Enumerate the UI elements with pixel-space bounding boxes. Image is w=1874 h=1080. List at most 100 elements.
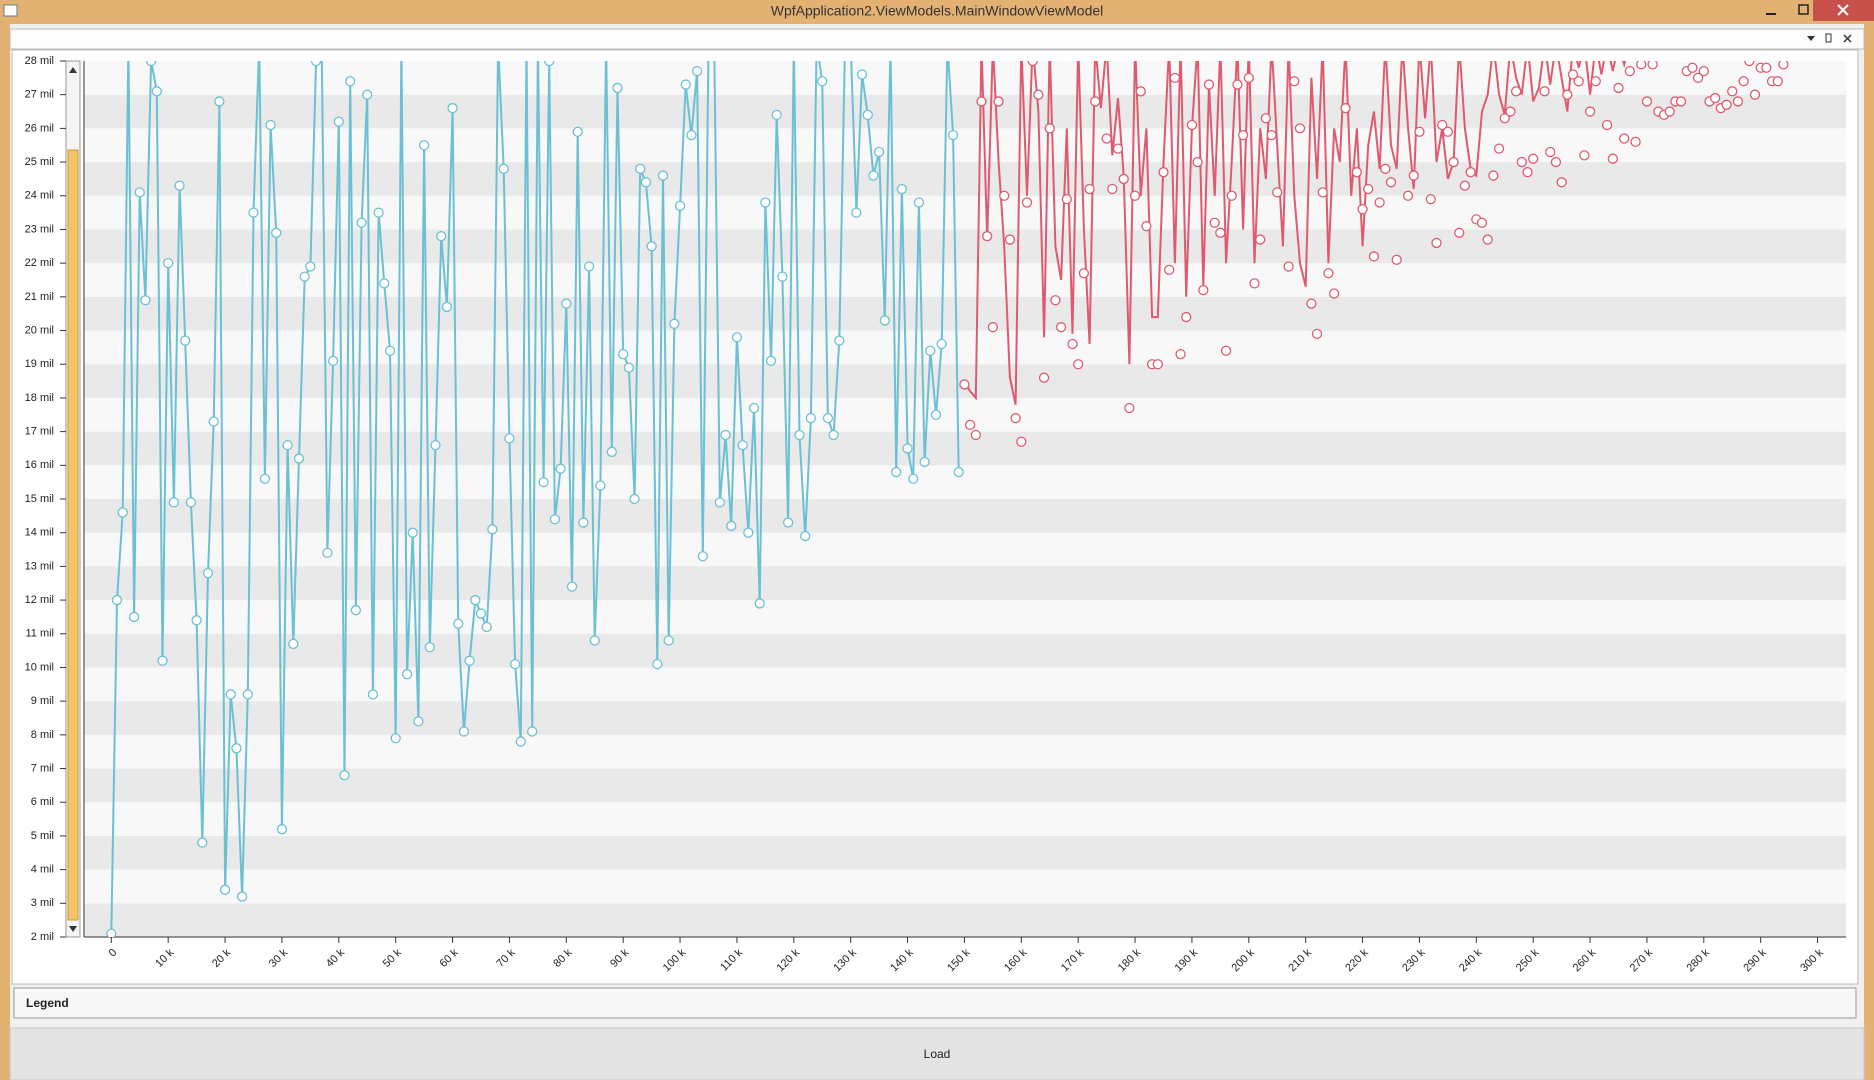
data-point — [1351, 167, 1363, 178]
data-point — [1294, 123, 1306, 134]
data-point — [851, 207, 862, 218]
data-point — [1624, 65, 1636, 77]
data-point — [1266, 129, 1277, 141]
data-point — [1727, 86, 1738, 97]
data-point — [1516, 156, 1527, 168]
data-point — [754, 598, 765, 609]
data-point — [652, 658, 663, 670]
data-point — [259, 473, 271, 484]
close-pane-icon[interactable] — [1843, 34, 1852, 43]
data-point — [248, 207, 259, 218]
right-border — [1864, 24, 1874, 1080]
data-point — [800, 530, 811, 542]
data-point — [1510, 86, 1522, 97]
data-point — [322, 547, 333, 559]
scroll-up[interactable] — [69, 67, 77, 73]
data-point — [509, 658, 521, 670]
grid-band — [84, 701, 1846, 735]
data-point — [669, 318, 680, 329]
data-point — [310, 61, 322, 67]
data-point — [572, 126, 583, 137]
data-point — [1579, 150, 1590, 161]
y-tick-label: 18 mil — [25, 392, 54, 404]
data-point — [111, 594, 123, 606]
left-border — [0, 24, 10, 1080]
data-point — [1613, 82, 1624, 94]
toolbar — [9, 28, 1865, 50]
data-point — [1175, 348, 1186, 360]
scroll-down[interactable] — [69, 926, 77, 932]
grid-band — [84, 768, 1846, 803]
data-point — [896, 183, 908, 195]
load-button[interactable] — [9, 1027, 1865, 1080]
data-point — [1488, 170, 1499, 181]
data-point — [1522, 167, 1533, 178]
data-point — [1033, 89, 1044, 100]
data-point — [1004, 234, 1016, 245]
data-point — [1687, 62, 1698, 73]
data-point — [1431, 237, 1442, 249]
series-line — [110, 61, 960, 934]
data-point — [1556, 177, 1567, 188]
data-point — [140, 295, 151, 306]
data-point — [834, 335, 845, 346]
data-point — [288, 638, 299, 650]
data-point — [1061, 193, 1072, 205]
data-point — [1220, 345, 1232, 356]
data-point — [618, 348, 629, 360]
data-point — [549, 514, 561, 525]
restore-button[interactable] — [1798, 4, 1809, 15]
data-point — [862, 109, 873, 121]
data-point — [794, 429, 805, 441]
data-point — [1437, 119, 1448, 131]
data-point — [1124, 402, 1135, 414]
data-point — [720, 429, 731, 441]
data-point — [453, 618, 464, 629]
grid-band — [84, 499, 1846, 533]
y-tick-label: 27 mil — [25, 89, 54, 101]
data-point — [1573, 76, 1584, 87]
data-point — [527, 726, 538, 737]
data-point — [441, 301, 453, 313]
y-tick-label: 4 mil — [31, 864, 54, 876]
data-point — [1647, 61, 1658, 70]
data-point — [646, 241, 657, 252]
data-point — [538, 477, 549, 488]
data-point — [817, 76, 828, 87]
data-point — [544, 61, 555, 67]
data-point — [282, 439, 293, 451]
data-point — [743, 527, 754, 538]
data-point — [481, 621, 492, 633]
data-point — [202, 567, 214, 579]
data-point — [856, 69, 868, 80]
data-point — [1698, 65, 1709, 77]
y-tick-label: 8 mil — [31, 729, 54, 741]
data-point — [305, 261, 316, 272]
data-point — [936, 338, 947, 350]
data-point — [418, 140, 430, 151]
grid-band — [84, 600, 1846, 634]
data-point — [873, 146, 885, 158]
y-scrollbar-thumb[interactable] — [67, 149, 79, 921]
data-point — [1761, 62, 1772, 73]
data-point — [1539, 86, 1550, 97]
data-point — [1380, 163, 1391, 174]
data-point — [134, 187, 145, 198]
data-point — [498, 163, 509, 174]
data-point — [1181, 311, 1192, 323]
data-point — [191, 615, 202, 626]
data-point — [1385, 177, 1397, 188]
data-point — [106, 928, 117, 937]
grid-band — [84, 94, 1846, 129]
data-point — [635, 163, 646, 174]
y-tick-label: 16 mil — [25, 459, 54, 471]
grid-band — [84, 835, 1846, 870]
dropdown-icon[interactable] — [1807, 36, 1815, 41]
data-point — [1414, 126, 1425, 137]
data-point — [436, 231, 447, 242]
data-point — [390, 733, 401, 744]
data-point — [1732, 96, 1744, 107]
pin-icon[interactable] — [1825, 33, 1832, 43]
data-point — [697, 551, 708, 562]
